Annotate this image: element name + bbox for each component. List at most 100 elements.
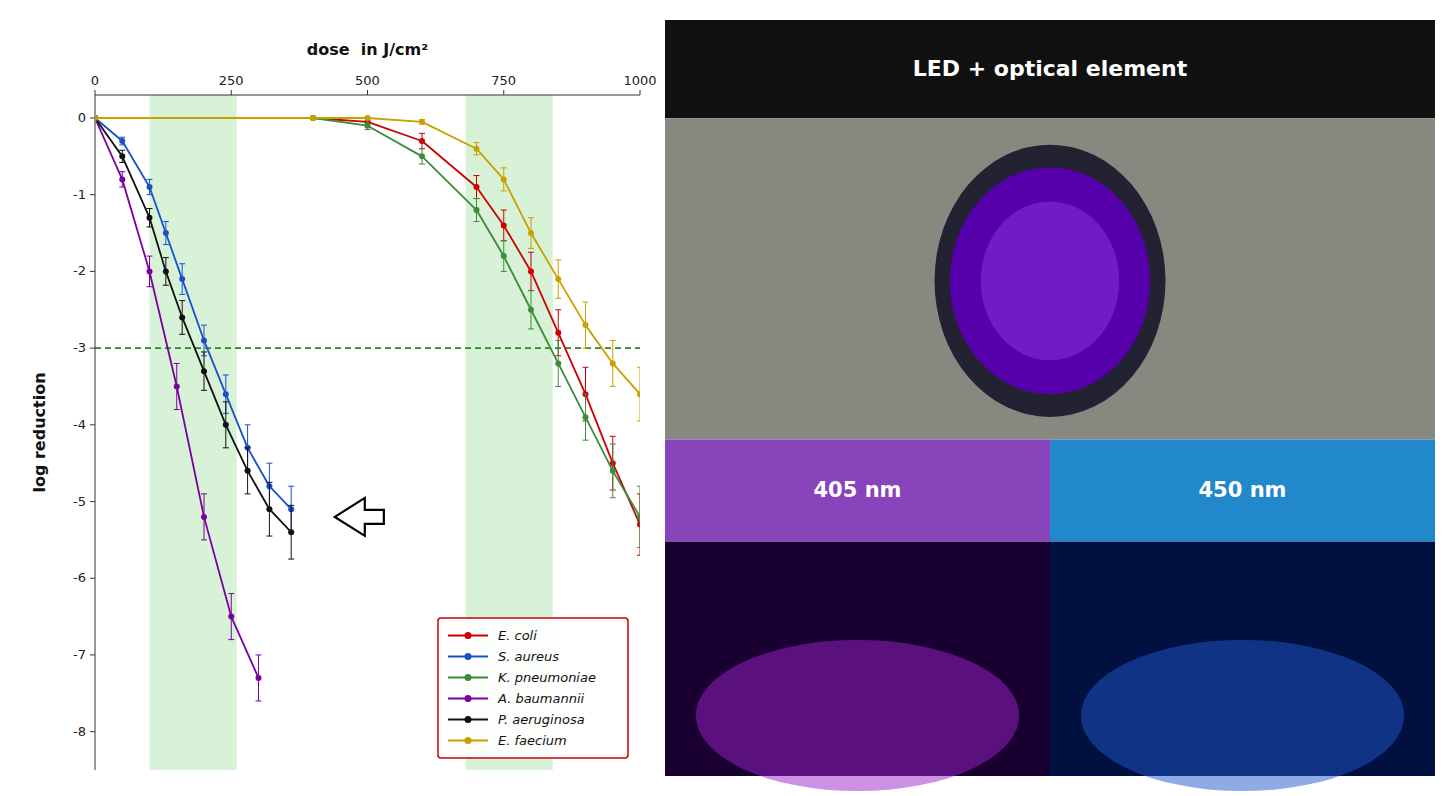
legend-label: P. aeruginosa [498, 712, 585, 727]
error-cap [365, 121, 371, 122]
error-cap [637, 547, 640, 548]
panel-decoration [1081, 640, 1404, 791]
point [223, 391, 229, 397]
legend-label: E. coli [498, 628, 537, 643]
point [245, 468, 251, 474]
point [201, 337, 207, 343]
y-tick [90, 118, 95, 119]
error-cap [245, 493, 251, 494]
point [119, 176, 125, 182]
error-cap [119, 171, 125, 172]
y-tick [90, 194, 95, 195]
series-line [95, 118, 291, 509]
error-cap [474, 198, 480, 199]
error-cap [266, 463, 272, 464]
error-bar [288, 505, 294, 559]
point [610, 468, 616, 474]
error-cap [555, 386, 561, 387]
error-bar [501, 241, 507, 272]
legend-marker [465, 632, 472, 639]
error-cap [223, 447, 229, 448]
error-bar [201, 494, 207, 540]
point [147, 215, 153, 221]
point [365, 115, 371, 121]
error-cap [119, 162, 125, 163]
error-cap [555, 298, 561, 299]
legend-label: E. faecium [498, 733, 567, 748]
point [310, 115, 316, 121]
point [256, 675, 262, 681]
error-bar [528, 218, 534, 249]
point [637, 391, 640, 397]
point [288, 529, 294, 535]
point [528, 307, 534, 313]
error-cap [419, 148, 425, 149]
panel-title: LED + optical element [913, 56, 1188, 81]
point [228, 614, 234, 620]
error-cap [610, 497, 616, 498]
error-cap [179, 334, 185, 335]
y-tick [90, 271, 95, 272]
error-cap [474, 154, 480, 155]
error-cap [610, 444, 616, 445]
error-cap [119, 150, 125, 151]
error-bar [119, 137, 125, 145]
series-line [95, 118, 259, 678]
y-tick-label: 0 [78, 110, 86, 125]
error-bar [147, 209, 153, 227]
error-cap [147, 208, 153, 209]
error-cap [637, 420, 640, 421]
error-cap [163, 221, 169, 222]
error-cap [245, 424, 251, 425]
error-cap [163, 285, 169, 286]
error-bar [583, 302, 589, 348]
y-tick-label: -7 [73, 647, 86, 662]
point [179, 314, 185, 320]
legend-marker [465, 695, 472, 702]
error-cap [119, 137, 125, 138]
panel-strip [1050, 440, 1435, 542]
point [266, 506, 272, 512]
series [95, 115, 640, 555]
point [174, 383, 180, 389]
x-tick-label: 1000 [623, 73, 656, 88]
error-bar [637, 367, 640, 421]
error-cap [288, 505, 294, 506]
error-cap [245, 447, 251, 448]
point [223, 422, 229, 428]
error-bar [555, 340, 561, 386]
y-tick [90, 578, 95, 579]
y-axis-line [95, 95, 96, 770]
legend: E. coliS. aureusK. pneumoniaeA. baumanni… [438, 618, 628, 758]
point [501, 222, 507, 228]
y-tick [90, 731, 95, 732]
error-cap [610, 436, 616, 437]
error-bar [474, 143, 480, 155]
error-bar [266, 482, 272, 536]
error-cap [419, 133, 425, 134]
error-cap [528, 290, 534, 291]
error-cap [288, 559, 294, 560]
error-cap [501, 210, 507, 211]
x-tick-label: 500 [355, 73, 380, 88]
error-cap [528, 290, 534, 291]
error-cap [583, 440, 589, 441]
point [583, 414, 589, 420]
series [95, 115, 640, 421]
y-tick [90, 424, 95, 425]
error-cap [583, 348, 589, 349]
error-bar [119, 172, 125, 187]
series-line [95, 118, 291, 532]
error-bar [474, 199, 480, 222]
point [501, 176, 507, 182]
point [637, 514, 640, 520]
error-bar [365, 121, 371, 122]
error-bar [245, 448, 251, 494]
point [501, 253, 507, 259]
error-bar [610, 340, 616, 386]
series-line [95, 118, 640, 394]
x-tick [640, 90, 641, 95]
x-axis-label: dose in J/cm² [307, 40, 428, 59]
error-bar [365, 122, 371, 130]
point [95, 115, 98, 121]
